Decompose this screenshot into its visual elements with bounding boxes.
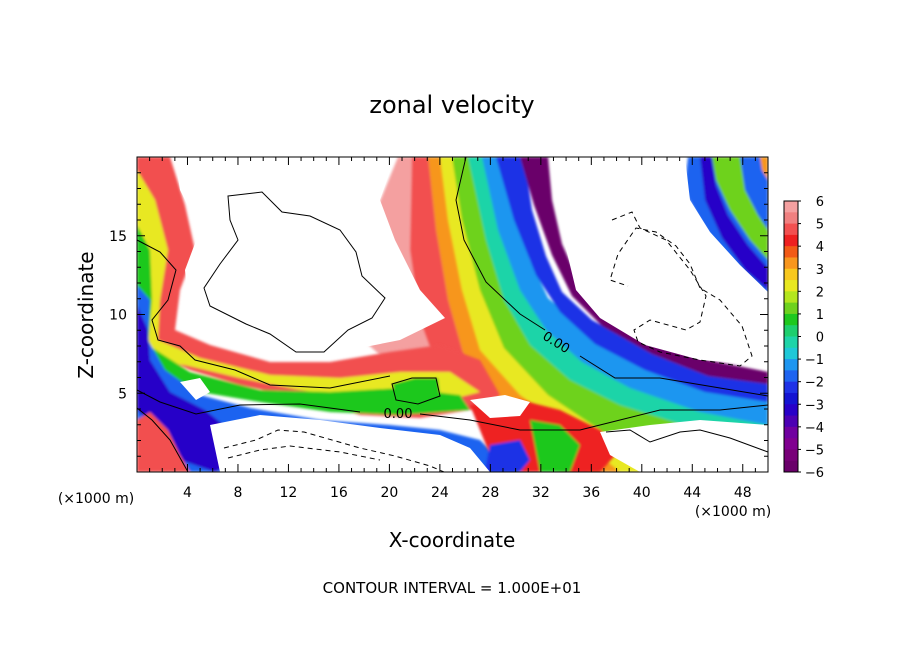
colorbar-swatch [784,404,798,417]
x-tick-label: 44 [683,485,701,501]
contour-left-upper [137,239,391,389]
dashed-lower [223,429,445,472]
colorbar-swatch [784,291,798,304]
dashed-contours [223,211,753,472]
x-tick-label: 36 [582,485,600,501]
y-axis-label: Z-coordinate [74,251,98,378]
x-axis-label: X-coordinate [389,528,516,552]
lower-blue-patch [485,440,530,472]
x-unit-left: (×1000 m) [58,491,134,507]
white-hole-upper-right [562,157,768,365]
colorbar-tick-label: 0 [816,331,824,346]
colorbar-swatch [784,313,798,326]
contour-blob [391,377,441,405]
white-hole-left [180,378,210,400]
colorbar-swatch [784,257,798,270]
upper-right-edge [760,157,768,180]
white-hole-center [470,395,530,418]
colorbar-swatch [784,336,798,349]
x-tick-label: 24 [431,485,449,501]
contour-label-lower: 0.00 [384,407,413,422]
colorbar-swatch [784,426,798,439]
x-tick-label: 40 [633,485,651,501]
colorbar-tick-label: 4 [816,240,824,255]
colorbar-swatch [784,460,798,473]
colorbar-tick-label: −4 [805,421,824,436]
x-tick-label: 32 [532,485,550,501]
chart-title: zonal velocity [369,91,534,119]
upper-right-deep [700,157,768,290]
green-blob [392,378,440,405]
x-tick-labels: 4 8 12 16 20 24 28 32 36 40 44 48 [183,485,752,501]
left-warm-band [137,157,500,418]
colorbar-swatch [784,234,798,247]
left-yellow-band [137,170,480,402]
upper-right-structure [684,157,768,300]
contour-lower-right [605,429,768,453]
colorbar-swatch [784,392,798,405]
white-hole-upper-left [175,157,445,352]
colorbar-swatch [784,370,798,383]
contour-zero-jet [455,157,768,397]
plot-area [137,157,768,472]
colorbar-swatch [784,280,798,292]
dashed-lower-mid [227,445,381,461]
x-tick-label: 4 [183,485,192,501]
colorbar-tick-label: −1 [805,353,824,368]
colorbar-tick-label: −3 [805,398,824,413]
x-tick-label: 16 [330,485,348,501]
dashed-upper-right [609,211,753,367]
colorbar-swatch [784,268,798,281]
colorbar-swatch [784,381,798,394]
colorbar-swatch [784,438,798,450]
white-hole-lower-right [600,420,768,472]
x-tick-label: 48 [734,485,752,501]
axis-ticks [137,157,768,472]
x-unit-right: (×1000 m) [695,504,771,520]
colorbar-swatch [784,325,798,337]
colorbar-tick-label: −2 [805,376,824,391]
jet-band-8 [496,157,768,402]
y-tick-label: 5 [118,386,127,402]
white-hole-lower [210,415,490,472]
colorbar-tick-label: 3 [816,263,824,278]
lower-green-mass [530,420,580,472]
contour-solid-upper [203,191,386,353]
lower-center-structure [470,400,620,472]
colorbar-swatch [784,449,798,462]
colorbar-swatch [784,347,798,360]
upper-right-green [712,157,768,260]
colorbar-swatch [784,246,798,258]
contour-lines [137,157,768,472]
colorbar-tick-label: 5 [816,218,824,233]
contour-interval-note: CONTOUR INTERVAL = 1.000E+01 [323,579,582,597]
x-tick-label: 8 [233,485,242,501]
left-warm-bottom [137,412,190,472]
y-tick-label: 15 [109,229,127,245]
colorbar-tick-label: 1 [816,308,824,323]
colorbar-tick-label: −5 [805,443,824,458]
colorbar-swatch [784,212,798,225]
colorbar-swatch [784,223,798,236]
colorbar-tick-label: 6 [816,195,824,210]
x-tick-label: 12 [280,485,298,501]
colorbar-swatch [784,201,798,213]
colorbar-labels: 6 5 4 3 2 1 0 −1 −2 −3 −4 −5 −6 [798,195,824,481]
contour-left-lower [137,407,189,472]
colorbar-tick-label: 2 [816,285,824,300]
contour-zero-lower [137,389,768,431]
colorbar-tick-label: −6 [805,466,824,481]
y-tick-label: 10 [109,308,127,324]
y-tick-labels: 5 10 15 [109,229,127,403]
x-tick-label: 28 [481,485,499,501]
colorbar-swatch [784,302,798,315]
x-tick-label: 20 [380,485,398,501]
colorbar-swatch [784,415,798,428]
colorbar [784,201,798,473]
colorbar-swatch [784,359,798,371]
